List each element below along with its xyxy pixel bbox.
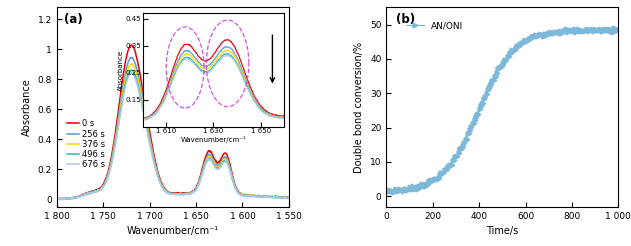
- 376 s: [228, 176, 236, 179]
- 676 s: [127, 71, 135, 74]
- AN/ONI: [615, 28, 622, 31]
- 676 s: [209, 161, 216, 164]
- Line: AN/ONI: AN/ONI: [384, 26, 621, 194]
- 496 s: [191, 190, 198, 193]
- 496 s: [54, 198, 61, 201]
- Line: 676 s: 676 s: [57, 73, 289, 199]
- 376 s: [127, 62, 135, 65]
- 496 s: [209, 160, 216, 163]
- 0 s: [53, 197, 61, 200]
- 676 s: [228, 178, 236, 181]
- 256 s: [95, 188, 102, 191]
- 256 s: [159, 185, 167, 188]
- 676 s: [113, 134, 121, 137]
- 676 s: [95, 189, 102, 192]
- 0 s: [228, 173, 236, 176]
- 0 s: [127, 44, 135, 46]
- 256 s: [113, 126, 121, 129]
- 496 s: [53, 198, 61, 200]
- 0 s: [209, 153, 216, 156]
- AN/ONI: [427, 179, 434, 182]
- 376 s: [95, 189, 102, 192]
- 0 s: [95, 188, 102, 191]
- 496 s: [113, 133, 121, 136]
- Line: 256 s: 256 s: [57, 58, 289, 199]
- 256 s: [209, 157, 216, 160]
- AN/ONI: [610, 27, 618, 30]
- 676 s: [56, 198, 63, 201]
- 376 s: [209, 158, 216, 161]
- 256 s: [129, 56, 136, 59]
- 496 s: [285, 197, 293, 200]
- 496 s: [228, 177, 236, 180]
- AN/ONI: [604, 28, 611, 31]
- 496 s: [127, 68, 135, 71]
- 256 s: [191, 189, 198, 192]
- 0 s: [54, 198, 62, 201]
- 676 s: [53, 197, 61, 200]
- 256 s: [54, 198, 61, 201]
- Y-axis label: Double bond conversion/%: Double bond conversion/%: [355, 41, 364, 173]
- 0 s: [285, 196, 293, 199]
- 676 s: [285, 196, 293, 199]
- 496 s: [159, 186, 167, 189]
- Line: 496 s: 496 s: [57, 70, 289, 199]
- 676 s: [191, 190, 198, 193]
- Text: (a): (a): [64, 13, 83, 26]
- 496 s: [95, 189, 102, 192]
- Y-axis label: Absorbance: Absorbance: [22, 78, 32, 136]
- 676 s: [159, 186, 167, 189]
- 376 s: [113, 130, 121, 133]
- X-axis label: Wavenumber/cm⁻¹: Wavenumber/cm⁻¹: [127, 226, 219, 236]
- 376 s: [53, 197, 61, 200]
- AN/ONI: [391, 190, 398, 193]
- AN/ONI: [382, 188, 390, 191]
- AN/ONI: [596, 27, 603, 30]
- Line: 376 s: 376 s: [57, 64, 289, 199]
- AN/ONI: [398, 188, 405, 191]
- 0 s: [159, 184, 167, 186]
- 376 s: [191, 189, 198, 192]
- 376 s: [54, 198, 62, 201]
- AN/ONI: [445, 165, 453, 168]
- Text: (b): (b): [396, 13, 415, 26]
- Legend: 0 s, 256 s, 376 s, 496 s, 676 s: 0 s, 256 s, 376 s, 496 s, 676 s: [63, 116, 109, 173]
- Legend: AN/ONI: AN/ONI: [403, 18, 467, 34]
- 0 s: [191, 189, 198, 192]
- 376 s: [285, 197, 293, 200]
- 0 s: [113, 121, 121, 123]
- 256 s: [53, 198, 61, 200]
- 256 s: [228, 175, 236, 178]
- 256 s: [285, 197, 293, 200]
- AN/ONI: [393, 188, 401, 191]
- X-axis label: Time/s: Time/s: [487, 226, 519, 236]
- 376 s: [159, 185, 167, 188]
- Line: 0 s: 0 s: [57, 45, 289, 199]
